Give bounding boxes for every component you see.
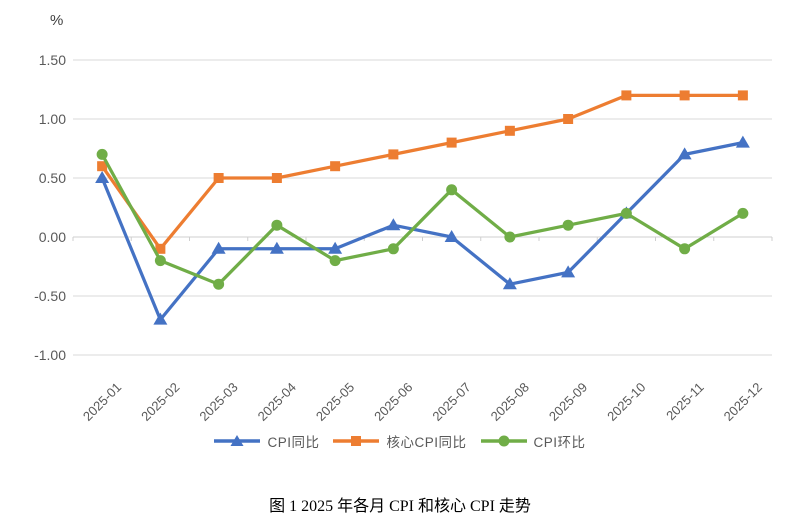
- series-2-marker: [271, 173, 282, 183]
- series-2-marker: [679, 90, 690, 101]
- series-1-marker: [328, 241, 343, 254]
- x-axis-tick-label: 2025-11: [663, 380, 707, 424]
- series-1-marker: [444, 230, 459, 242]
- x-axis-tick-label: 2025-08: [488, 380, 532, 424]
- legend-label: CPI同比: [267, 435, 320, 450]
- y-axis-tick-label: 1.50: [39, 52, 66, 68]
- series-3-line: [100, 152, 745, 286]
- y-axis-unit-label: %: [50, 12, 64, 29]
- legend-item-1: CPI同比: [214, 431, 319, 451]
- series-1-line: [100, 140, 745, 322]
- series-3-marker: [679, 243, 691, 255]
- series-3-marker: [329, 255, 341, 267]
- series-2-marker: [330, 161, 341, 172]
- series-2-marker: [213, 173, 224, 183]
- series-1-marker: [211, 241, 226, 254]
- x-axis-tick-label: 2025-12: [721, 380, 765, 424]
- legend-item-3: CPI环比: [480, 431, 586, 451]
- series-3-marker: [504, 231, 516, 243]
- series-3-marker: [620, 207, 632, 219]
- x-axis-tick-label: 2025-06: [371, 380, 415, 424]
- series-2-marker: [504, 125, 515, 136]
- series-2-marker: [563, 114, 574, 124]
- series-1-marker: [561, 265, 576, 278]
- series-1-marker: [735, 135, 750, 148]
- legend-triangle-marker-icon: [214, 435, 261, 446]
- series-3-marker: [213, 278, 225, 290]
- legend-square-marker-icon: [333, 436, 380, 446]
- legend-label: 核心CPI同比: [386, 435, 467, 450]
- x-axis-tick-label: 2025-04: [255, 380, 299, 424]
- series-2-line: [100, 93, 745, 251]
- y-axis-tick-label: 1.00: [39, 111, 66, 127]
- figure-caption: 图 1 2025 年各月 CPI 和核心 CPI 走势: [269, 498, 531, 515]
- series-1-marker: [269, 241, 284, 254]
- series-3-marker: [154, 255, 166, 267]
- series-1-marker: [386, 218, 401, 231]
- series-2-marker: [737, 90, 748, 101]
- x-axis-tick-label: 2025-03: [196, 380, 240, 424]
- series-2-marker: [621, 90, 632, 101]
- legend-item-2: 核心CPI同比: [333, 431, 466, 451]
- series-1-marker: [677, 147, 692, 160]
- y-axis-tick-label: 0.00: [39, 229, 66, 245]
- series-3-marker: [387, 243, 399, 255]
- x-axis-tick-label: 2025-10: [604, 380, 648, 424]
- series-3-marker: [271, 219, 283, 231]
- series-1-marker: [502, 277, 517, 290]
- series-3-marker: [446, 184, 458, 196]
- x-axis-tick-label: 2025-01: [80, 380, 124, 424]
- legend-circle-marker-icon: [480, 435, 527, 447]
- series-2-marker: [155, 243, 166, 254]
- series-2-marker: [97, 161, 108, 172]
- series-3-marker: [737, 207, 749, 219]
- y-axis-tick-label: 0.50: [39, 170, 66, 186]
- series-2-marker: [446, 137, 457, 148]
- x-axis-tick-label: 2025-07: [429, 380, 473, 424]
- line-chart-canvas: 1.50 1.00 0.50 0.00 -0.50 -1.00 2025-01 2025-02…: [34, 52, 773, 424]
- x-axis-tick-label: 2025-02: [138, 380, 182, 424]
- y-axis-tick-label: -1.00: [34, 347, 66, 363]
- legend-label: CPI环比: [533, 435, 586, 450]
- series-2-marker: [388, 149, 399, 160]
- series-1-marker: [95, 171, 110, 183]
- x-axis-tick-label: 2025-09: [546, 380, 590, 424]
- series-3-marker: [562, 219, 574, 231]
- series-1-marker: [153, 312, 168, 325]
- x-axis-tick-label: 2025-05: [313, 380, 357, 424]
- series-3-marker: [96, 148, 108, 160]
- y-axis-tick-label: -0.50: [34, 288, 66, 304]
- chart-legend: CPI同比 核心CPI同比 CPI环比: [0, 430, 800, 452]
